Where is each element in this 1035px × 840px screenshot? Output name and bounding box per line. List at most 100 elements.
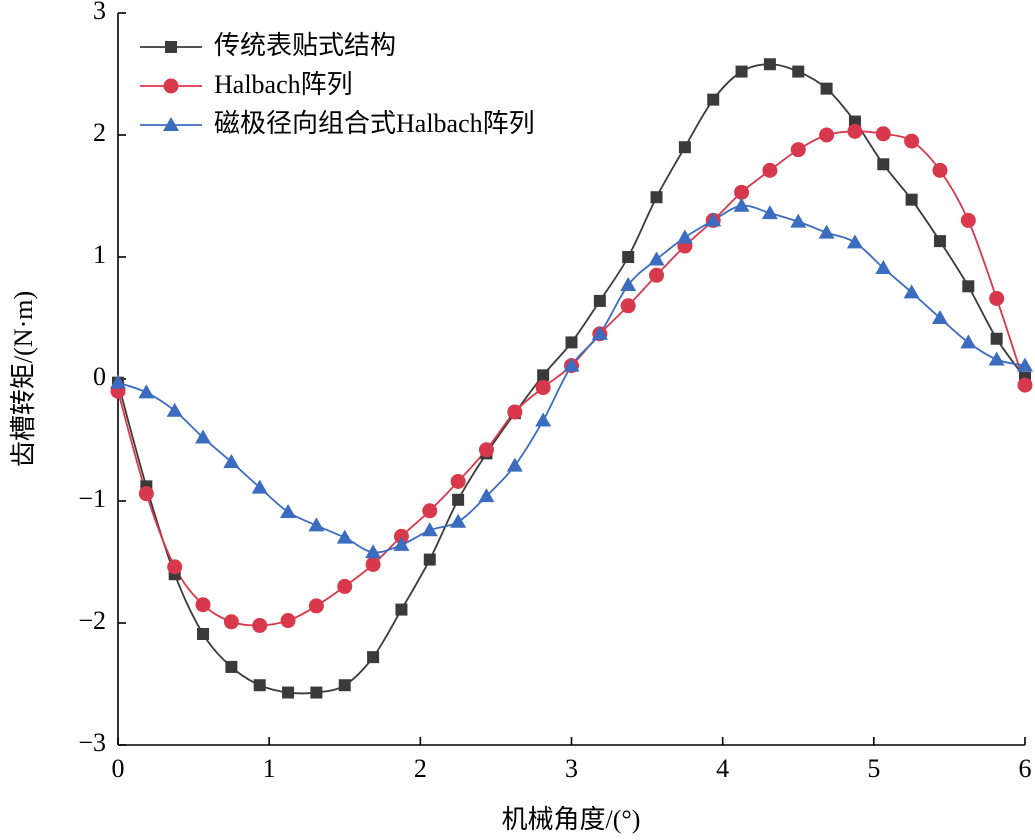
x-tick-label: 1	[263, 754, 276, 783]
data-point	[875, 126, 891, 142]
data-point	[280, 613, 296, 629]
data-point	[620, 277, 637, 292]
data-point	[282, 686, 295, 699]
legend-marker	[165, 41, 177, 53]
y-tick-label: 2	[93, 118, 106, 147]
data-point	[452, 493, 465, 506]
data-point	[308, 598, 324, 614]
data-point	[223, 453, 240, 468]
data-point	[847, 123, 863, 139]
data-point	[818, 224, 835, 239]
data-point	[310, 686, 323, 699]
data-point	[225, 660, 238, 673]
data-point	[819, 127, 835, 143]
data-point	[1017, 357, 1033, 372]
data-point	[195, 597, 211, 613]
legend-marker	[163, 78, 179, 94]
data-point	[761, 205, 778, 220]
data-point	[280, 503, 297, 518]
y-tick-label: 1	[93, 240, 106, 269]
data-point	[110, 374, 126, 389]
data-point	[591, 325, 608, 340]
data-point	[904, 133, 920, 149]
data-point	[252, 617, 268, 633]
data-point	[705, 212, 722, 227]
data-point	[649, 267, 665, 283]
x-tick-label: 6	[1019, 754, 1032, 783]
legend-label: 传统表贴式结构	[214, 31, 396, 60]
data-point	[565, 336, 578, 349]
data-point	[932, 162, 948, 178]
data-point	[820, 82, 833, 95]
data-point	[988, 351, 1005, 366]
data-point	[535, 380, 551, 396]
data-point	[648, 251, 665, 266]
y-tick-label: 3	[93, 0, 106, 25]
data-point	[166, 402, 183, 417]
series-line	[117, 204, 1026, 554]
data-point	[735, 65, 748, 78]
data-point	[251, 479, 268, 494]
data-point	[989, 290, 1005, 306]
y-tick-label: 0	[93, 362, 106, 391]
data-point	[506, 457, 523, 472]
data-point	[167, 559, 183, 575]
data-point	[877, 158, 890, 171]
x-axis-label: 机械角度/(°)	[502, 805, 641, 834]
data-point	[336, 529, 353, 544]
data-point	[763, 58, 776, 71]
data-point	[138, 384, 155, 399]
data-point	[790, 213, 807, 228]
data-point	[308, 517, 325, 532]
data-point	[367, 651, 380, 664]
data-point	[563, 357, 580, 372]
y-axis-label: 齿槽转矩/(N·m)	[9, 291, 38, 467]
data-point	[962, 280, 975, 293]
data-point	[762, 162, 778, 178]
data-point	[846, 234, 863, 249]
data-point	[990, 332, 1003, 345]
data-point	[450, 513, 467, 528]
data-point	[650, 191, 663, 204]
data-point	[223, 614, 239, 630]
x-tick-label: 2	[414, 754, 427, 783]
x-tick-label: 3	[565, 754, 578, 783]
data-point	[537, 369, 550, 382]
data-point	[393, 528, 409, 544]
data-point	[478, 442, 494, 458]
data-point	[507, 404, 523, 420]
data-point	[422, 503, 438, 519]
data-point	[423, 553, 436, 566]
data-point	[676, 229, 693, 244]
y-tick-label: −1	[78, 484, 106, 513]
x-tick-label: 4	[716, 754, 729, 783]
y-tick-label: −3	[78, 728, 106, 757]
x-tick-label: 0	[112, 754, 125, 783]
data-point	[792, 65, 805, 78]
data-point	[365, 544, 382, 559]
series-line	[117, 130, 1026, 627]
data-point	[395, 603, 408, 616]
data-point	[365, 556, 381, 572]
legend-label: Halbach阵列	[214, 70, 353, 99]
data-point	[393, 536, 410, 551]
data-point	[478, 488, 495, 503]
data-point	[933, 235, 946, 248]
data-point	[535, 412, 552, 427]
legend-marker	[163, 117, 179, 131]
data-point	[678, 141, 691, 154]
data-point	[337, 578, 353, 594]
data-point	[195, 429, 212, 444]
y-tick-label: −2	[78, 606, 106, 635]
data-point	[1017, 377, 1033, 393]
data-point	[960, 212, 976, 228]
data-point	[960, 334, 977, 349]
data-point	[620, 298, 636, 314]
data-point	[138, 486, 154, 502]
data-point	[875, 259, 892, 274]
data-point	[338, 679, 351, 692]
data-point	[253, 679, 266, 692]
data-point	[733, 197, 750, 212]
data-point	[903, 284, 920, 299]
